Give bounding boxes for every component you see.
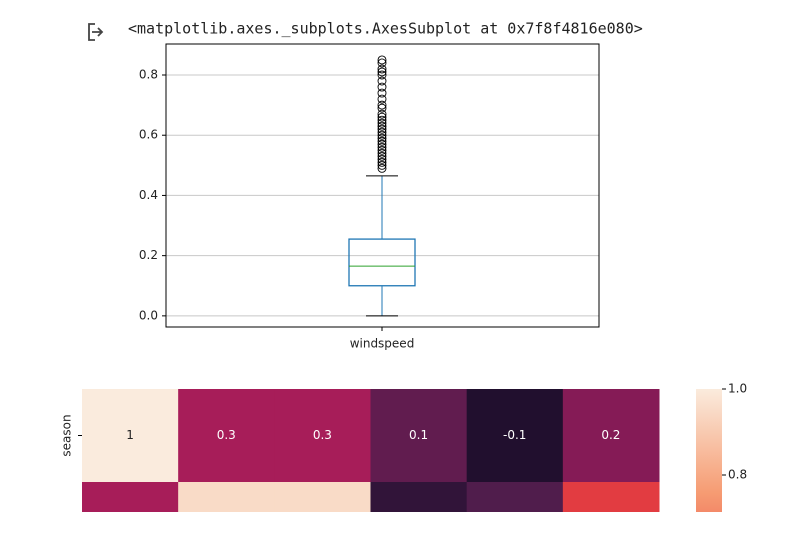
outlier [377, 58, 387, 68]
heatmap-cell [370, 482, 468, 512]
heatmap-cell [466, 389, 564, 483]
heatmap-cell [562, 389, 660, 483]
y-tick-label: 0.6 [139, 128, 158, 142]
y-tick-label: 0.8 [139, 68, 158, 82]
outlier [377, 151, 387, 161]
outlier [377, 157, 387, 167]
cell-label: -0.1 [503, 428, 526, 442]
y-tick-label: 0.4 [139, 188, 158, 202]
outlier [377, 142, 387, 152]
heatmap-cell [178, 389, 275, 483]
heatmap-cell [466, 482, 564, 512]
outlier [377, 136, 387, 146]
outlier [377, 64, 387, 74]
outlier [377, 112, 387, 122]
outlier [377, 148, 387, 158]
cell-label: 0.1 [409, 428, 428, 442]
outlier [377, 109, 387, 119]
outlier [377, 145, 387, 155]
heatmap-cell [178, 482, 275, 512]
outlier [377, 127, 387, 137]
outlier [377, 67, 387, 77]
outlier [377, 70, 387, 80]
cell-label: 1 [126, 428, 134, 442]
heatmap-cell [562, 482, 660, 512]
heatmap-cell [370, 389, 468, 483]
outlier [377, 121, 387, 131]
cell-label: 0.2 [601, 428, 620, 442]
cell-label: 0.3 [313, 428, 332, 442]
outlier [377, 139, 387, 149]
output-text: <matplotlib.axes._subplots.AxesSubplot a… [128, 20, 643, 38]
outlier [377, 118, 387, 128]
outlier [377, 163, 387, 173]
y-tick-label: season [60, 414, 74, 456]
outlier [377, 82, 387, 92]
heatmap-cell [274, 482, 371, 512]
outlier [377, 88, 387, 98]
boxplot: 0.0 0.2 0.4 0.6 0.8 windspeed [139, 43, 600, 351]
cell-label: 0.3 [217, 428, 236, 442]
outlier [377, 124, 387, 134]
colorbar-tick-label: 1.0 [728, 382, 747, 396]
heatmap-cell [274, 389, 371, 483]
colorbar-tick-label: 0.8 [728, 468, 747, 482]
outlier [377, 115, 387, 125]
outlier [377, 100, 387, 110]
outlier [377, 55, 387, 65]
heatmap-cell [82, 482, 179, 512]
outlier [377, 160, 387, 170]
outlier [377, 76, 387, 86]
x-tick-label: windspeed [350, 337, 415, 351]
y-tick-label: 0.2 [139, 248, 158, 262]
outlier [377, 154, 387, 164]
heatmap-cell [82, 389, 179, 483]
outlier [377, 94, 387, 104]
box [348, 238, 416, 287]
heatmap: 1 0.3 0.3 0.1 -0.1 0.2 season 1.0 0.8 [60, 382, 747, 512]
outlier [377, 103, 387, 113]
outlier [377, 130, 387, 140]
y-tick-label: 0.0 [139, 308, 158, 322]
outlier [377, 133, 387, 143]
colorbar [696, 389, 722, 512]
output-icon[interactable] [88, 23, 104, 41]
